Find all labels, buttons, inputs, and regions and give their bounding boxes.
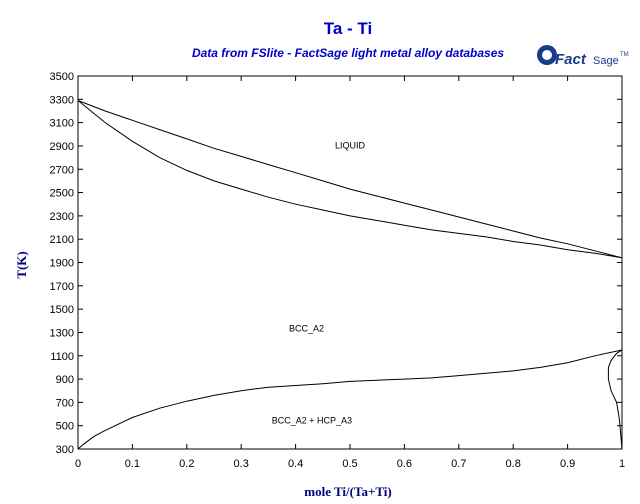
y-tick-label: 1100 (50, 351, 74, 363)
region-label: LIQUID (335, 140, 366, 150)
x-tick-label: 0.4 (288, 458, 303, 470)
y-tick-label: 2500 (50, 188, 74, 200)
logo-trademark: TM (620, 52, 629, 58)
logo-mark-inner (542, 50, 552, 60)
x-axis: 0 0.1 0.2 0.3 0.4 0.5 0.6 0.7 0.8 0.9 1 (75, 76, 625, 470)
y-tick-label: 1900 (50, 258, 74, 270)
chart-subtitle: Data from FSlite - FactSage light metal … (192, 46, 504, 60)
chart-title: Ta - Ti (324, 19, 373, 38)
y-tick-label: 700 (56, 397, 74, 409)
y-tick-label: 3100 (50, 118, 74, 130)
region-label: BCC_A2 + HCP_A3 (272, 415, 352, 425)
x-tick-label: 0.9 (560, 458, 575, 470)
y-tick-label: 3300 (50, 94, 74, 106)
x-tick-label: 0.8 (506, 458, 521, 470)
phase-boundary-line-1 (77, 100, 623, 259)
x-tick-label: 0.6 (397, 458, 412, 470)
logo-wordmark-sage: Sage (593, 55, 619, 67)
y-tick-label: 2100 (50, 234, 74, 246)
y-tick-label: 3500 (50, 71, 74, 83)
y-tick-label: 300 (56, 444, 74, 456)
phase-boundary-line-3 (77, 349, 623, 450)
y-tick-label: 2700 (50, 164, 74, 176)
x-tick-label: 0.7 (451, 458, 466, 470)
y-tick-label: 500 (56, 421, 74, 433)
y-axis: 300 500 700 900 1100 1300 1500 1700 1900 2100 2300… (50, 71, 622, 456)
y-tick-label: 1700 (50, 281, 74, 293)
x-tick-label: 0.1 (125, 458, 140, 470)
x-tick-label: 0.5 (342, 458, 357, 470)
phase-regions: LIQUID BCC_A2 BCC_A2 + HCP_A3 (272, 140, 366, 425)
phase-boundaries (77, 100, 623, 450)
x-tick-label: 0.3 (234, 458, 249, 470)
y-tick-label: 1300 (50, 327, 74, 339)
y-tick-label: 2900 (50, 141, 74, 153)
x-tick-label: 1 (619, 458, 625, 470)
x-tick-label: 0.2 (179, 458, 194, 470)
x-axis-label: mole Ti/(Ta+Ti) (304, 484, 391, 499)
y-tick-label: 900 (56, 374, 74, 386)
y-axis-label: T(K) (14, 251, 29, 278)
phase-boundary-line-2 (77, 100, 623, 259)
x-tick-label: 0 (75, 458, 81, 470)
plot-frame (77, 75, 623, 450)
region-label: BCC_A2 (289, 323, 324, 333)
phase-boundary-line-4 (607, 349, 623, 450)
y-tick-label: 2300 (50, 211, 74, 223)
y-tick-label: 1500 (50, 304, 74, 316)
logo-wordmark-fact: Fact (555, 51, 587, 68)
factsage-logo: Fact Sage TM (537, 45, 629, 68)
